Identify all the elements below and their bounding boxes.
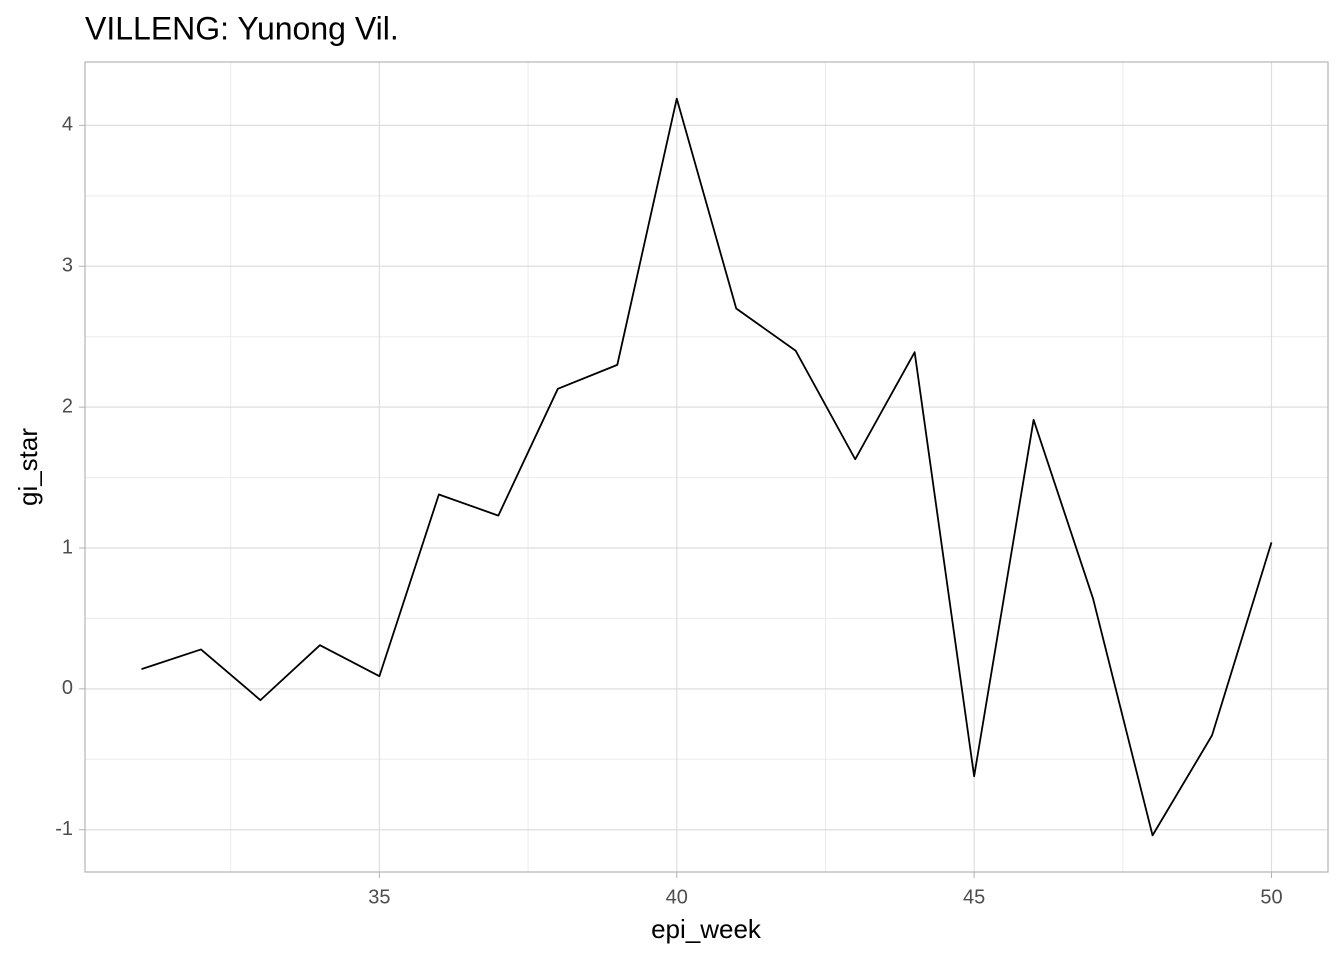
chart-title: VILLENG: Yunong Vil. <box>85 10 399 46</box>
x-tick-label: 35 <box>368 886 390 908</box>
y-tick-label: 0 <box>62 677 73 699</box>
x-tick-label: 40 <box>666 886 688 908</box>
y-tick-label: 2 <box>62 395 73 417</box>
x-tick-label: 45 <box>963 886 985 908</box>
data-line <box>141 97 1273 837</box>
y-axis-title: gi_star <box>13 428 43 506</box>
y-tick-label: -1 <box>55 818 73 840</box>
y-tick-label: 1 <box>62 536 73 558</box>
x-tick-label: 50 <box>1260 886 1282 908</box>
y-tick-label: 4 <box>62 114 73 136</box>
y-tick-label: 3 <box>62 255 73 277</box>
x-axis-title: epi_week <box>651 914 762 944</box>
panel-border <box>84 61 1329 873</box>
